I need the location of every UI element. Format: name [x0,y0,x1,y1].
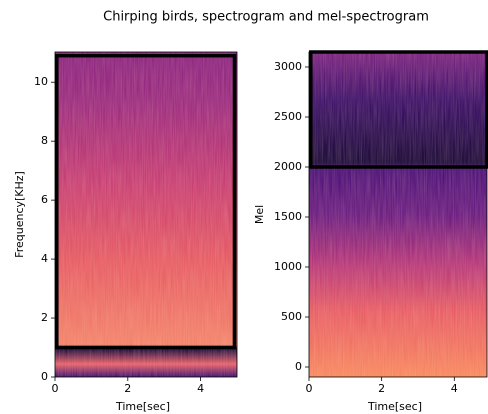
y-tick-label: 3000 [274,60,302,73]
y-tick-label: 6 [41,193,48,206]
y-tick-label: 4 [41,252,48,265]
axes-frame [54,51,238,378]
y-tick-label: 2500 [274,110,302,123]
y-tick-label: 500 [281,310,302,323]
axes-frame [308,51,488,378]
x-tick-label: 4 [451,382,458,395]
y-tick-label: 0 [41,370,48,383]
y-axis-label: Mel [253,205,266,224]
figure-title: Chirping birds, spectrogram and mel-spec… [103,10,429,25]
y-tick-label: 2 [41,311,48,324]
y-tick-label: 1500 [274,210,302,223]
y-axis-label: Frequency[KHz] [13,171,26,258]
x-axis-label: Time[sec] [367,400,422,413]
x-tick-label: 2 [378,382,385,395]
y-tick-label: 0 [295,360,302,373]
x-tick-label: 4 [197,382,204,395]
y-tick-label: 2000 [274,160,302,173]
x-tick-label: 0 [306,382,313,395]
y-tick-label: 1000 [274,260,302,273]
y-tick-label: 8 [41,134,48,147]
x-tick-label: 0 [52,382,59,395]
spectrogram-texture [309,52,487,377]
y-tick-label: 10 [34,75,48,88]
x-tick-label: 2 [124,382,131,395]
spectrogram-texture [55,52,237,377]
x-axis-label: Time[sec] [115,400,170,413]
highlight-box [55,53,237,350]
